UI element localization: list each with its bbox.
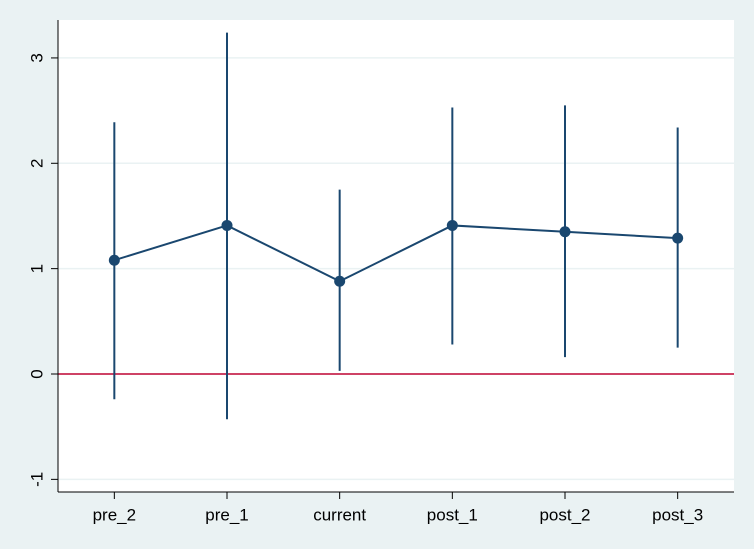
y-tick-label: 1 xyxy=(27,264,46,273)
y-tick-label: 3 xyxy=(27,53,46,62)
point xyxy=(559,226,571,238)
x-tick-label: pre_1 xyxy=(205,505,248,524)
y-tick-label: 2 xyxy=(27,159,46,168)
point xyxy=(672,232,684,244)
x-tick-label: pre_2 xyxy=(93,505,136,524)
point xyxy=(221,219,233,231)
point xyxy=(446,219,458,231)
y-tick-label: -1 xyxy=(27,472,46,487)
x-tick-label: post_2 xyxy=(539,505,590,524)
x-tick-label: current xyxy=(313,505,366,524)
estimate-line xyxy=(114,224,678,283)
point xyxy=(334,275,346,287)
plot-area xyxy=(58,20,734,492)
x-tick-label: post_3 xyxy=(652,505,703,524)
point xyxy=(108,254,120,266)
y-tick-label: 0 xyxy=(27,369,46,378)
x-tick-label: post_1 xyxy=(427,505,478,524)
